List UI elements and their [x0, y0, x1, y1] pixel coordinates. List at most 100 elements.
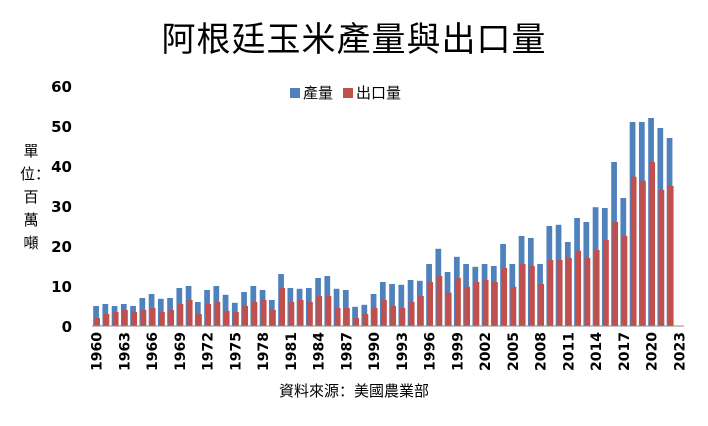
- bar-export: [612, 222, 619, 326]
- bar-export: [455, 278, 461, 326]
- x-tick-label: 1981: [284, 332, 300, 371]
- bar-export: [159, 312, 165, 326]
- bar-export: [214, 302, 221, 326]
- bar-export: [316, 296, 323, 326]
- bar-export: [519, 264, 526, 326]
- legend-swatch-export: [343, 87, 354, 98]
- bar-export: [186, 300, 193, 326]
- y-tick-label: 30: [51, 198, 72, 216]
- y-tick-label: 60: [51, 78, 72, 96]
- bar-export: [149, 308, 156, 326]
- bar-export: [270, 310, 276, 326]
- y-tick-label: 40: [51, 158, 72, 176]
- bar-production: [389, 284, 395, 326]
- bar-export: [381, 300, 387, 326]
- bar-export: [131, 312, 138, 326]
- legend-label-production: 產量: [303, 84, 334, 102]
- bar-export: [140, 310, 147, 326]
- bar-export: [399, 308, 406, 326]
- x-tick-label: 1993: [395, 332, 411, 371]
- bar-export: [223, 310, 230, 326]
- legend-swatch-production: [290, 87, 300, 98]
- legend-item-production: 產量: [290, 82, 333, 103]
- x-tick-label: 2002: [478, 332, 494, 371]
- bar-export: [205, 304, 212, 326]
- x-tick-label: 1966: [145, 332, 161, 371]
- bar-export: [390, 306, 397, 326]
- bar-export: [492, 282, 498, 326]
- x-tick-label: 2011: [561, 332, 577, 371]
- x-tick-label: 1972: [201, 332, 217, 371]
- bar-export: [279, 288, 286, 326]
- bar-export: [122, 310, 128, 326]
- bar-export: [640, 180, 646, 326]
- bar-production: [352, 306, 358, 326]
- legend: 產量 出口量: [290, 82, 401, 103]
- x-tick-label: 1969: [173, 332, 189, 371]
- bar-export: [362, 314, 369, 326]
- x-tick-label: 1975: [228, 332, 244, 371]
- x-tick-label: 1996: [423, 332, 439, 371]
- bar-production: [398, 284, 405, 326]
- bar-export: [529, 266, 535, 326]
- bar-export: [297, 300, 304, 326]
- bar-export: [473, 282, 480, 326]
- bar-export: [344, 308, 350, 326]
- legend-item-export: 出口量: [343, 82, 401, 103]
- bar-export: [547, 260, 554, 326]
- y-tick-label: 50: [51, 118, 72, 136]
- bar-export: [621, 236, 628, 326]
- x-tick-label: 2020: [645, 332, 661, 371]
- bar-export: [408, 302, 415, 326]
- bar-production: [93, 306, 99, 326]
- bar-export: [334, 308, 341, 326]
- bar-export: [538, 284, 545, 326]
- bar-export: [501, 268, 508, 326]
- bar-export: [288, 302, 295, 326]
- bar-export: [427, 282, 434, 326]
- x-tick-label: 1987: [339, 332, 355, 371]
- y-tick-label: 20: [51, 238, 72, 256]
- x-tick-label: 1984: [312, 332, 328, 371]
- bar-export: [566, 258, 572, 326]
- bar-export: [242, 306, 249, 326]
- source-note: 資料來源：美國農業部: [278, 382, 429, 400]
- bar-export: [603, 240, 609, 326]
- bar-export: [168, 310, 175, 326]
- bar-export: [233, 312, 239, 326]
- y-tick-label: 0: [62, 318, 72, 336]
- x-tick-label: 1963: [117, 332, 133, 371]
- bar-export: [260, 300, 267, 326]
- bar-export: [353, 318, 360, 326]
- legend-label-export: 出口量: [356, 84, 402, 102]
- bar-export: [658, 190, 665, 326]
- x-tick-label: 1990: [367, 332, 383, 371]
- bar-export: [575, 250, 582, 326]
- bar-export: [418, 296, 424, 326]
- bar-export: [112, 312, 119, 326]
- bar-export: [584, 258, 591, 326]
- bar-export: [510, 286, 517, 326]
- bar-export: [667, 186, 674, 326]
- bar-export: [94, 318, 101, 326]
- bar-export: [177, 304, 184, 326]
- bar-export: [103, 314, 110, 326]
- bar-production: [333, 288, 340, 326]
- bar-export: [445, 292, 452, 326]
- bar-export: [464, 286, 471, 326]
- bar-export: [593, 250, 600, 326]
- x-tick-label: 2005: [506, 332, 522, 371]
- y-tick-label: 10: [51, 278, 72, 296]
- bar-export: [436, 276, 443, 326]
- x-tick-label: 1999: [450, 332, 466, 371]
- bar-export: [556, 260, 563, 326]
- x-tick-label: 2008: [534, 332, 550, 371]
- chart-title: 阿根廷玉米產量與出口量: [161, 20, 547, 60]
- x-tick-label: 2023: [672, 332, 688, 371]
- bar-export: [649, 162, 656, 326]
- bar-export: [307, 302, 313, 326]
- bar-production: [222, 294, 229, 326]
- x-tick-label: 1978: [256, 332, 272, 371]
- bar-export: [630, 176, 637, 326]
